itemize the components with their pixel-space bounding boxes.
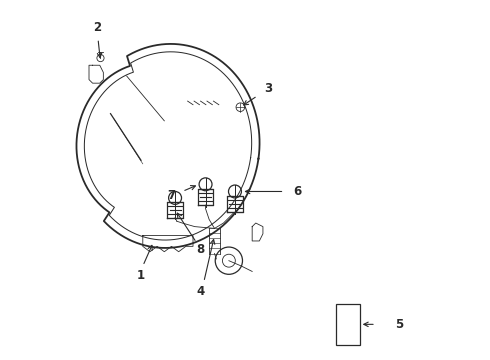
Bar [337, 304, 360, 345]
Polygon shape [143, 235, 193, 252]
Text: 5: 5 [395, 318, 403, 331]
Text: 3: 3 [264, 82, 272, 95]
Polygon shape [252, 223, 263, 241]
Text: 6: 6 [293, 185, 301, 198]
Text: 4: 4 [196, 285, 204, 298]
Text: 7: 7 [168, 189, 175, 202]
Text: 8: 8 [196, 243, 204, 256]
Polygon shape [89, 65, 103, 83]
Text: 2: 2 [93, 21, 101, 34]
Text: 1: 1 [137, 269, 145, 282]
